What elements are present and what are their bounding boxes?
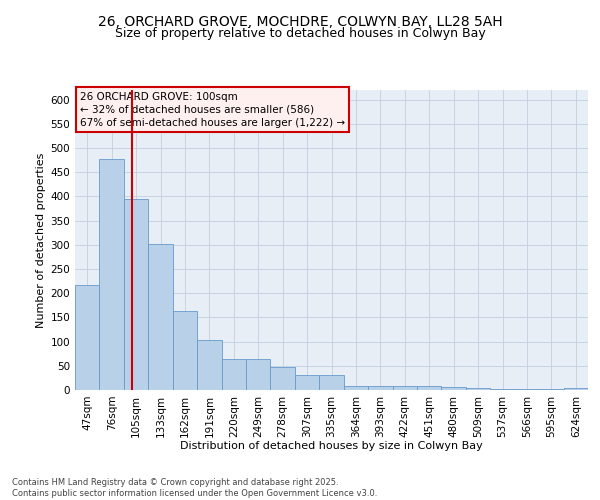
Text: 26 ORCHARD GROVE: 100sqm
← 32% of detached houses are smaller (586)
67% of semi-: 26 ORCHARD GROVE: 100sqm ← 32% of detach… bbox=[80, 92, 345, 128]
Bar bbox=[75, 284, 100, 390]
Bar bbox=[246, 358, 271, 390]
Bar bbox=[271, 367, 295, 390]
Y-axis label: Number of detached properties: Number of detached properties bbox=[36, 152, 46, 328]
Bar bbox=[392, 386, 417, 390]
Bar bbox=[197, 340, 221, 390]
Bar bbox=[563, 388, 588, 390]
Text: Size of property relative to detached houses in Colwyn Bay: Size of property relative to detached ho… bbox=[115, 28, 485, 40]
Bar bbox=[417, 386, 442, 390]
Bar bbox=[368, 386, 392, 390]
Bar bbox=[124, 199, 148, 390]
Bar bbox=[466, 388, 490, 390]
Bar bbox=[100, 158, 124, 390]
Bar bbox=[221, 358, 246, 390]
Bar bbox=[539, 388, 563, 390]
Bar bbox=[319, 375, 344, 390]
Bar bbox=[295, 375, 319, 390]
Text: Contains HM Land Registry data © Crown copyright and database right 2025.
Contai: Contains HM Land Registry data © Crown c… bbox=[12, 478, 377, 498]
Bar bbox=[148, 244, 173, 390]
Bar bbox=[442, 386, 466, 390]
Bar bbox=[515, 388, 539, 390]
X-axis label: Distribution of detached houses by size in Colwyn Bay: Distribution of detached houses by size … bbox=[180, 441, 483, 451]
Text: 26, ORCHARD GROVE, MOCHDRE, COLWYN BAY, LL28 5AH: 26, ORCHARD GROVE, MOCHDRE, COLWYN BAY, … bbox=[98, 15, 502, 29]
Bar bbox=[490, 388, 515, 390]
Bar bbox=[344, 386, 368, 390]
Bar bbox=[173, 311, 197, 390]
